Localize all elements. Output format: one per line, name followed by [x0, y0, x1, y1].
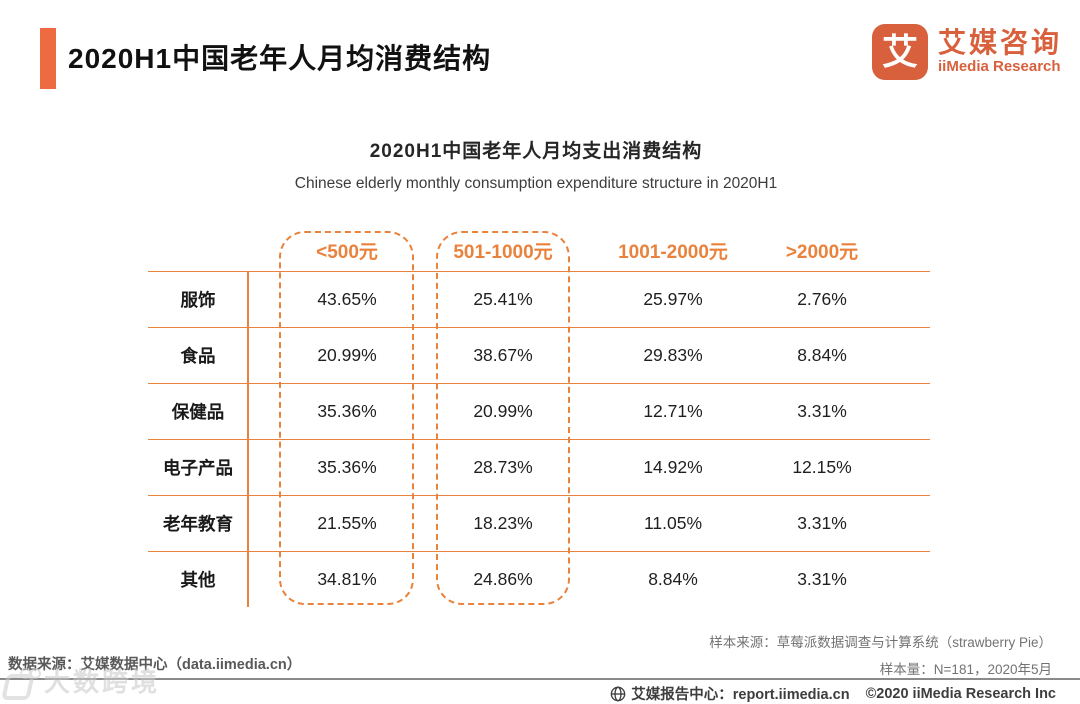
watermark-icon: [1, 666, 41, 700]
sample-source-note: 样本来源：草莓派数据调查与计算系统（strawberry Pie）: [709, 635, 1052, 650]
cell-value: 3.31%: [797, 401, 847, 421]
table-row: 保健品 35.36% 20.99% 12.71% 3.31%: [148, 383, 930, 439]
cell-value: 8.84%: [797, 345, 847, 365]
logo-name-cn: 艾媒咨询: [937, 26, 1062, 58]
row-label: 电子产品: [163, 458, 233, 478]
iimedia-logo: 艾 艾媒咨询 iiMedia Research: [871, 24, 1062, 80]
globe-icon: [610, 686, 626, 702]
report-center-text: 艾媒报告中心：report.iimedia.cn: [631, 687, 850, 703]
highlight-rect-col1: [279, 231, 414, 605]
cell-value: 29.83%: [643, 345, 703, 365]
table-row: 电子产品 35.36% 28.73% 14.92% 12.15%: [148, 439, 930, 495]
cell-value: 25.97%: [643, 289, 703, 309]
cell-value: 25.41%: [473, 289, 533, 309]
report-center-line: 艾媒报告中心：report.iimedia.cn ©2020 iiMedia R…: [610, 683, 1056, 704]
cell-value: 43.65%: [317, 289, 377, 309]
cell-value: 38.67%: [473, 345, 533, 365]
iimedia-logo-text: 艾媒咨询 iiMedia Research: [937, 26, 1062, 77]
logo-name-en: iiMedia Research: [937, 58, 1061, 76]
cell-value: 18.23%: [473, 513, 533, 533]
row-label: 食品: [180, 346, 216, 366]
cell-value: 8.84%: [648, 569, 698, 589]
cell-value: 3.31%: [797, 569, 847, 589]
footer-divider: [0, 678, 1080, 680]
column-header: 501-1000元: [453, 242, 553, 263]
table-row: 其他 34.81% 24.86% 8.84% 3.31%: [148, 551, 930, 607]
label-column-divider: [247, 271, 249, 607]
cell-value: 20.99%: [317, 345, 377, 365]
cell-value: 2.76%: [797, 289, 847, 309]
table-row: 食品 20.99% 38.67% 29.83% 8.84%: [148, 327, 930, 383]
cell-value: 28.73%: [473, 457, 533, 477]
cell-value: 12.71%: [643, 401, 703, 421]
watermark-text: 大数跨境: [44, 667, 161, 697]
highlight-rect-col2: [436, 231, 570, 605]
cell-value: 14.92%: [643, 457, 703, 477]
chart-subtitle-en: Chinese elderly monthly consumption expe…: [294, 175, 778, 192]
data-source-note: 数据来源：艾媒数据中心（data.iimedia.cn）: [8, 657, 302, 673]
cell-value: 12.15%: [792, 457, 852, 477]
row-label: 老年教育: [163, 514, 233, 534]
iimedia-logo-icon: 艾: [871, 24, 928, 80]
cell-value: 21.55%: [317, 513, 377, 533]
row-label: 其他: [180, 570, 216, 590]
watermark: 大数跨境: [1, 662, 161, 700]
title-accent-bar: [40, 28, 56, 89]
table-row: 老年教育 21.55% 18.23% 11.05% 3.31%: [148, 495, 930, 551]
copyright-text: ©2020 iiMedia Research Inc: [865, 685, 1056, 702]
table-row: 服饰 43.65% 25.41% 25.97% 2.76%: [148, 271, 930, 327]
cell-value: 11.05%: [643, 513, 703, 533]
page-title: 2020H1中国老年人月均消费结构: [68, 43, 492, 74]
cell-value: 20.99%: [473, 401, 533, 421]
column-header: 1001-2000元: [618, 242, 728, 263]
row-label: 服饰: [180, 290, 216, 310]
cell-value: 35.36%: [317, 401, 377, 421]
consumption-table: <500元 501-1000元 1001-2000元 >2000元 服饰 43.65% 2…: [148, 231, 930, 608]
table-body: 服饰 43.65% 25.41% 25.97% 2.76% 食品 20.99% 38.67% 2…: [148, 271, 930, 607]
row-label: 保健品: [171, 402, 225, 422]
chart-title: 2020H1中国老年人月均支出消费结构: [369, 141, 703, 162]
table-header-row: <500元 501-1000元 1001-2000元 >2000元: [148, 231, 930, 271]
column-header: <500元: [316, 242, 378, 263]
cell-value: 3.31%: [797, 513, 847, 533]
cell-value: 24.86%: [473, 569, 533, 589]
cell-value: 34.81%: [317, 569, 377, 589]
cell-value: 35.36%: [317, 457, 377, 477]
header-spacer: [148, 264, 248, 271]
sample-size-note: 样本量：N=181，2020年5月: [879, 662, 1052, 677]
column-header: >2000元: [785, 242, 859, 263]
